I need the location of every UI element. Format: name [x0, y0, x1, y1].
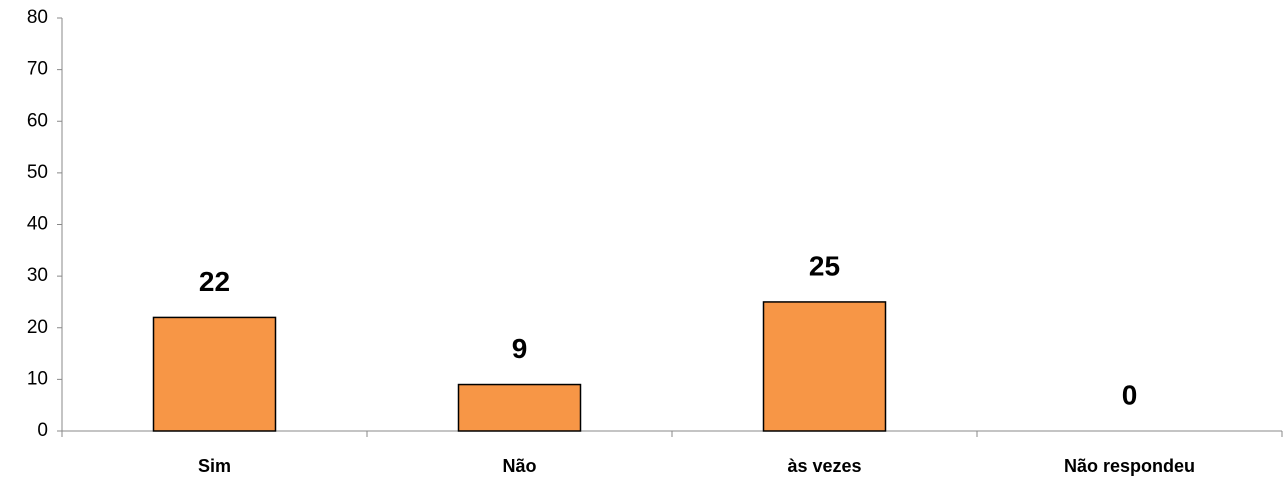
data-label: 0: [1122, 379, 1138, 410]
x-tick-label: Sim: [198, 456, 231, 476]
data-label: 25: [809, 250, 840, 281]
bar: [762, 301, 887, 432]
y-tick-label: 70: [27, 59, 48, 80]
data-label: 22: [199, 266, 230, 297]
y-tick-label: 40: [27, 214, 48, 235]
x-tick-label: às vezes: [787, 456, 861, 476]
bar: [457, 383, 582, 432]
data-label: 9: [512, 333, 528, 364]
x-tick-label: Não respondeu: [1064, 456, 1195, 476]
y-tick-label: 20: [27, 317, 48, 338]
x-tick-label: Não: [502, 456, 536, 476]
y-tick-label: 60: [27, 110, 48, 131]
y-tick-label: 50: [27, 162, 48, 183]
y-tick-label: 10: [27, 368, 48, 389]
y-tick-label: 80: [27, 7, 48, 28]
y-tick-label: 0: [37, 420, 48, 441]
bar: [152, 316, 277, 432]
y-tick-label: 30: [27, 265, 48, 286]
